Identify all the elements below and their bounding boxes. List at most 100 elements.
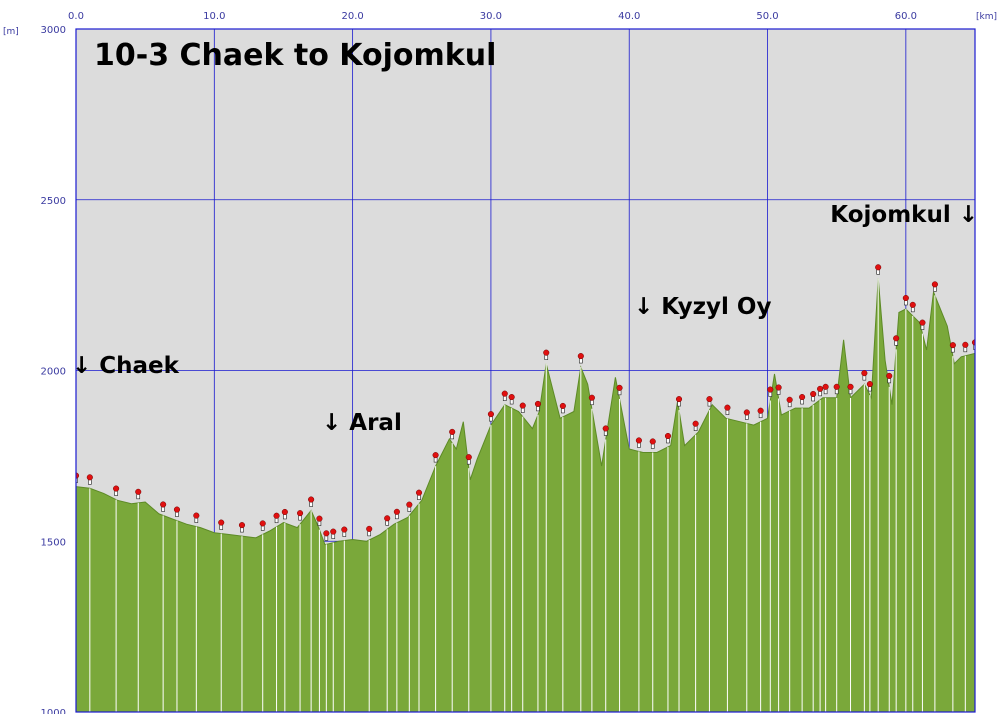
waypoint-dot bbox=[775, 384, 782, 391]
waypoint-dot bbox=[577, 353, 584, 360]
waypoint-marker bbox=[786, 396, 793, 712]
waypoint-marker bbox=[692, 420, 699, 712]
waypoint-dot bbox=[931, 281, 938, 288]
waypoint-marker bbox=[971, 339, 975, 712]
waypoint-marker bbox=[931, 281, 938, 712]
waypoint-dot bbox=[743, 409, 750, 416]
waypoint-marker bbox=[308, 496, 315, 712]
waypoint-dot bbox=[449, 428, 456, 435]
waypoint-marker bbox=[76, 472, 80, 712]
chart-title: 10-3 Chaek to Kojomkul bbox=[94, 38, 496, 73]
waypoint-marker bbox=[519, 402, 526, 712]
waypoint-dot bbox=[616, 384, 623, 391]
waypoint-dot bbox=[602, 425, 609, 432]
waypoint-dot bbox=[432, 452, 439, 459]
y-tick-label: 1000 bbox=[41, 708, 66, 714]
plot-border bbox=[75, 28, 976, 713]
waypoint-dot bbox=[847, 383, 854, 390]
waypoint-marker bbox=[817, 385, 824, 712]
waypoint-marker bbox=[724, 404, 731, 712]
waypoint-marker bbox=[160, 501, 167, 712]
waypoint-dot bbox=[949, 342, 956, 349]
waypoint-marker bbox=[218, 519, 225, 712]
waypoint-marker bbox=[393, 508, 400, 712]
place-annotation: ↓ Chaek bbox=[72, 353, 180, 379]
waypoint-marker bbox=[675, 396, 683, 712]
waypoint-marker bbox=[86, 474, 93, 712]
waypoint-dot bbox=[902, 294, 909, 302]
x-tick-label: 20.0 bbox=[341, 11, 363, 22]
elevation-fill bbox=[76, 278, 975, 712]
waypoint-marker bbox=[875, 264, 882, 712]
waypoint-markers bbox=[76, 264, 975, 712]
x-tick-label: 60.0 bbox=[895, 11, 917, 22]
waypoint-dot bbox=[664, 432, 672, 440]
waypoint-marker bbox=[649, 438, 656, 712]
waypoint-dot bbox=[962, 341, 969, 348]
waypoint-marker bbox=[323, 530, 330, 712]
waypoint-dot bbox=[893, 335, 900, 342]
waypoint-marker bbox=[273, 512, 280, 712]
waypoint-dot bbox=[316, 515, 323, 522]
waypoint-dot bbox=[406, 501, 413, 508]
waypoint-dot bbox=[822, 383, 829, 390]
waypoint-dot bbox=[330, 528, 337, 535]
waypoint-dot bbox=[534, 400, 541, 407]
waypoint-dot bbox=[135, 488, 142, 495]
waypoint-marker bbox=[259, 520, 266, 712]
x-tick-label: 10.0 bbox=[203, 11, 225, 22]
waypoint-marker bbox=[833, 383, 840, 712]
waypoint-dot bbox=[692, 420, 699, 427]
waypoint-dot bbox=[817, 385, 824, 392]
waypoint-marker bbox=[767, 386, 774, 712]
waypoint-dot bbox=[393, 508, 400, 515]
waypoint-marker bbox=[893, 335, 900, 712]
waypoint-marker bbox=[775, 384, 782, 712]
waypoint-dot bbox=[238, 522, 246, 529]
waypoint-marker bbox=[173, 506, 181, 712]
waypoint-dot bbox=[724, 404, 731, 411]
waypoint-marker bbox=[757, 407, 764, 712]
waypoint-marker bbox=[559, 402, 566, 712]
waypoint-marker bbox=[577, 353, 584, 712]
waypoint-flag bbox=[76, 476, 78, 483]
waypoint-dot bbox=[508, 394, 515, 401]
place-annotation: Kojomkul ↓ bbox=[830, 202, 978, 228]
waypoint-dot bbox=[173, 506, 181, 513]
waypoint-dot bbox=[465, 454, 472, 461]
waypoint-marker bbox=[866, 381, 873, 712]
y-tick-label: 2000 bbox=[41, 367, 66, 378]
x-tick-label: 50.0 bbox=[756, 11, 778, 22]
waypoint-marker bbox=[406, 501, 413, 712]
waypoint-dot bbox=[675, 396, 683, 403]
waypoint-marker bbox=[316, 515, 323, 712]
waypoint-dot bbox=[218, 519, 225, 526]
waypoint-marker bbox=[449, 428, 456, 712]
waypoint-dot bbox=[886, 372, 893, 379]
waypoint-dot bbox=[487, 411, 494, 418]
waypoint-marker bbox=[297, 510, 304, 712]
waypoint-marker bbox=[902, 294, 909, 712]
waypoint-dot bbox=[193, 512, 200, 519]
waypoint-marker bbox=[465, 454, 472, 712]
place-annotations: ↓ Chaek ↓ Aral ↓ Kyzyl Oy Kojomkul ↓ bbox=[72, 202, 978, 436]
waypoint-dot bbox=[113, 485, 120, 492]
waypoint-dot bbox=[308, 496, 315, 503]
waypoint-marker bbox=[810, 390, 817, 712]
waypoint-marker bbox=[635, 437, 642, 712]
y-tick-label: 1500 bbox=[41, 537, 66, 548]
waypoint-marker bbox=[886, 372, 893, 712]
elevation-area bbox=[76, 278, 975, 712]
waypoint-dot bbox=[971, 339, 975, 346]
waypoint-marker bbox=[341, 526, 348, 712]
waypoint-dot bbox=[909, 301, 916, 308]
waypoint-dot bbox=[384, 515, 391, 522]
waypoint-dot bbox=[786, 396, 793, 403]
waypoint-dot bbox=[757, 407, 764, 414]
waypoint-marker bbox=[664, 432, 672, 712]
waypoint-marker bbox=[543, 349, 550, 712]
waypoint-dot bbox=[649, 438, 656, 445]
waypoint-marker bbox=[281, 508, 288, 712]
waypoint-dot bbox=[366, 525, 373, 532]
